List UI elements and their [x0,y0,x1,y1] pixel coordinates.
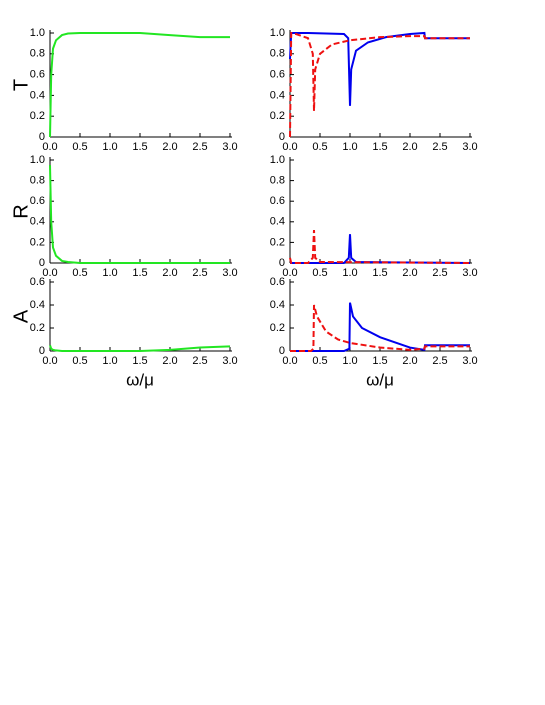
x-tick-label: 1.5 [372,141,387,153]
y-tick-label: 0 [279,257,285,269]
x-tick-label: 1.5 [132,141,147,153]
x-tick-label: 1.5 [132,355,147,367]
y-tick-label: 0.6 [270,69,285,81]
y-tick-label: 0.2 [270,322,285,334]
series-line [290,302,470,352]
y-tick-label: 0.6 [30,276,45,288]
x-tick-label: 2.5 [432,267,447,279]
x-tick-label: 0.5 [312,141,327,153]
x-tick-label: 2.5 [432,141,447,153]
y-tick-label: 0.6 [30,69,45,81]
y-axis-label: T [10,79,32,91]
y-tick-label: 0.8 [270,48,285,60]
series-line [49,165,230,264]
y-tick-label: 0.8 [30,48,45,60]
x-tick-label: 0.0 [42,355,57,367]
x-tick-label: 1.0 [342,141,357,153]
x-tick-label: 2.5 [192,355,207,367]
y-tick-label: 0.2 [30,110,45,122]
x-tick-label: 2.0 [162,355,177,367]
x-tick-label: 3.0 [222,141,237,153]
x-tick-label: 0.5 [72,355,87,367]
x-tick-label: 3.0 [222,355,237,367]
x-axis-label: ω/μ [126,370,154,389]
series-line [289,31,470,106]
series-line [49,32,230,138]
x-tick-label: 1.0 [342,267,357,279]
y-tick-label: 0 [39,257,45,269]
y-tick-label: 0.6 [270,195,285,207]
x-tick-label: 2.0 [402,267,417,279]
y-tick-label: 1.0 [270,154,285,166]
y-tick-label: 1.0 [30,27,45,39]
x-tick-label: 0.0 [282,267,297,279]
x-tick-label: 1.5 [132,267,147,279]
y-tick-label: 0 [279,131,285,143]
x-tick-label: 0.0 [42,141,57,153]
series-line [289,229,471,264]
x-tick-label: 3.0 [462,141,477,153]
x-tick-label: 2.0 [402,141,417,153]
x-tick-label: 0.0 [42,267,57,279]
x-tick-label: 1.5 [372,355,387,367]
y-tick-label: 0.2 [270,236,285,248]
x-tick-label: 2.5 [192,267,207,279]
y-tick-label: 0.8 [270,175,285,187]
series-line [289,31,470,138]
y-tick-label: 0.4 [270,216,285,228]
x-tick-label: 3.0 [462,267,477,279]
x-tick-label: 0.0 [282,141,297,153]
y-tick-label: 0 [39,345,45,357]
y-tick-label: 0.2 [270,110,285,122]
x-tick-label: 2.5 [432,355,447,367]
series-line [290,304,470,352]
x-tick-label: 0.5 [72,267,87,279]
x-tick-label: 3.0 [462,355,477,367]
x-tick-label: 0.5 [312,267,327,279]
x-tick-label: 2.0 [162,267,177,279]
y-tick-label: 0.4 [30,89,45,101]
y-tick-label: 0.2 [30,236,45,248]
x-tick-label: 2.5 [192,141,207,153]
y-tick-label: 0 [39,131,45,143]
y-tick-label: 0.4 [30,299,45,311]
x-axis-label: ω/μ [366,370,394,389]
x-tick-label: 1.0 [102,141,117,153]
x-tick-label: 0.0 [282,355,297,367]
x-tick-label: 0.5 [312,355,327,367]
y-axis-label: R [10,204,32,218]
x-tick-label: 1.0 [102,355,117,367]
x-tick-label: 1.5 [372,267,387,279]
y-tick-label: 0.2 [30,322,45,334]
y-tick-label: 0.6 [270,276,285,288]
x-tick-label: 2.0 [402,355,417,367]
x-tick-label: 2.0 [162,141,177,153]
y-tick-label: 0.4 [30,216,45,228]
x-tick-label: 3.0 [222,267,237,279]
y-tick-label: 0 [279,345,285,357]
y-tick-label: 0.4 [270,89,285,101]
y-tick-label: 0.8 [30,175,45,187]
series-line [49,344,231,352]
y-tick-label: 0.6 [30,195,45,207]
y-axis-label: A [10,309,32,323]
x-tick-label: 1.0 [102,267,117,279]
y-tick-label: 1.0 [30,154,45,166]
y-tick-label: 0.4 [270,299,285,311]
x-tick-label: 0.5 [72,141,87,153]
y-tick-label: 1.0 [270,27,285,39]
x-tick-label: 1.0 [342,355,357,367]
